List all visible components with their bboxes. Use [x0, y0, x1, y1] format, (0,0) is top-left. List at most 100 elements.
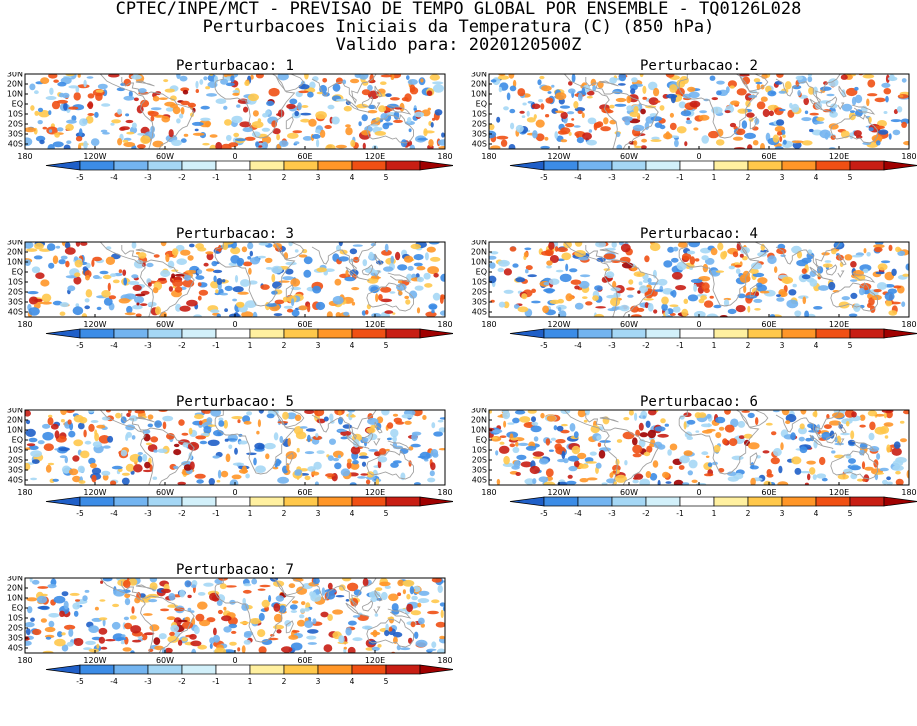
y-tick-label: 20N — [471, 248, 487, 257]
colorbar-tick-label: 5 — [848, 173, 853, 182]
colorbar-tick-label: 4 — [350, 173, 355, 182]
colorbar-tick-label: 2 — [282, 173, 287, 182]
y-tick-label: 10N — [7, 258, 23, 267]
x-tick-label: 60W — [156, 488, 174, 497]
colorbar-tick-label: 1 — [712, 173, 717, 182]
y-tick-label: EQ — [476, 100, 487, 109]
y-tick-label: 10S — [472, 110, 487, 119]
x-tick-label: 180 — [437, 488, 452, 497]
panel-title: Perturbacao: 1 — [175, 58, 294, 74]
x-tick-label: 60E — [297, 656, 312, 665]
y-tick-label: EQ — [476, 436, 487, 445]
y-tick-label: 10N — [7, 594, 23, 603]
y-tick-label: 10N — [7, 90, 23, 99]
colorbar-tick-label: -4 — [110, 677, 118, 686]
colorbar-tick-label: 1 — [248, 341, 253, 350]
y-tick-label: 40S — [8, 308, 23, 317]
colorbar-tick-label: 1 — [712, 509, 717, 518]
x-tick-label: 120E — [829, 488, 849, 497]
colorbar-tick-label: -2 — [642, 341, 650, 350]
perturbation-field — [489, 242, 909, 317]
colorbar-tick-label: 1 — [248, 173, 253, 182]
x-tick-label: 60E — [297, 488, 312, 497]
x-tick-label: 0 — [232, 656, 237, 665]
colorbar-tick-label: -1 — [212, 173, 220, 182]
x-tick-label: 120E — [365, 488, 385, 497]
colorbar-tick-label: 5 — [384, 341, 389, 350]
colorbar-tick-label: 4 — [350, 677, 355, 686]
colorbar-tick-label: -3 — [144, 677, 152, 686]
y-tick-label: 40S — [8, 644, 23, 653]
colorbar-tick-label: -3 — [144, 341, 152, 350]
subtitle: Perturbacoes Iniciais da Temperatura (C)… — [202, 17, 715, 37]
y-tick-label: 30N — [471, 240, 487, 247]
perturbation-field — [489, 74, 909, 149]
y-tick-label: 30S — [8, 466, 23, 475]
y-tick-label: 30S — [472, 130, 487, 139]
colorbar-tick-label: -1 — [676, 341, 684, 350]
y-tick-label: 40S — [8, 140, 23, 149]
colorbar-tick-label: 1 — [248, 509, 253, 518]
colorbar-tick-label: -1 — [676, 509, 684, 518]
x-tick-label: 120W — [547, 488, 570, 497]
perturbation-field — [25, 410, 445, 485]
y-tick-label: EQ — [12, 604, 23, 613]
x-tick-label: 120W — [547, 152, 570, 161]
ensemble-panel-7: Perturbacao: 7 30N 20N 10N EQ 10S 20S 30S 40S 180… — [0, 562, 453, 722]
colorbar-tick-label: 3 — [780, 341, 785, 350]
colorbar: -5 -4 -3 -2 -1 1 2 3 4 5 — [45, 664, 453, 686]
colorbar-tick-label: -4 — [110, 173, 118, 182]
y-tick-label: 10N — [7, 426, 23, 435]
colorbar-tick-label: -5 — [76, 341, 84, 350]
x-tick-label: 180 — [437, 152, 452, 161]
x-tick-label: 60W — [156, 152, 174, 161]
colorbar: -5 -4 -3 -2 -1 1 2 3 4 5 — [509, 328, 917, 350]
colorbar-tick-label: 5 — [848, 341, 853, 350]
y-tick-label: 20N — [471, 80, 487, 89]
colorbar-tick-label: 2 — [746, 173, 751, 182]
panel-title: Perturbacao: 6 — [639, 394, 758, 410]
x-tick-label: 120E — [829, 152, 849, 161]
y-tick-label: EQ — [476, 268, 487, 277]
colorbar-tick-label: 3 — [316, 509, 321, 518]
colorbar-tick-label: -1 — [212, 341, 220, 350]
colorbar-tick-label: 3 — [780, 509, 785, 518]
colorbar-tick-label: 5 — [384, 677, 389, 686]
valid-date: Valido para: 2020120500Z — [335, 35, 582, 55]
colorbar-tick-label: 4 — [814, 341, 819, 350]
colorbar-tick-label: 4 — [350, 509, 355, 518]
y-tick-label: 30S — [472, 298, 487, 307]
y-tick-label: 20N — [7, 416, 23, 425]
y-tick-label: 20S — [8, 624, 23, 633]
colorbar-tick-label: -5 — [76, 173, 84, 182]
colorbar-tick-label: -3 — [608, 341, 616, 350]
perturbation-field — [25, 578, 445, 653]
x-tick-label: 60W — [620, 488, 638, 497]
colorbar-tick-label: -5 — [540, 173, 548, 182]
y-tick-label: 40S — [472, 308, 487, 317]
colorbar: -5 -4 -3 -2 -1 1 2 3 4 5 — [45, 496, 453, 518]
y-tick-label: 20S — [8, 288, 23, 297]
colorbar: -5 -4 -3 -2 -1 1 2 3 4 5 — [509, 160, 917, 182]
y-tick-label: 30S — [8, 634, 23, 643]
perturbation-field — [25, 74, 445, 149]
x-tick-label: 0 — [696, 488, 701, 497]
x-tick-label: 0 — [696, 320, 701, 329]
colorbar: -5 -4 -3 -2 -1 1 2 3 4 5 — [45, 160, 453, 182]
y-tick-label: 30N — [471, 408, 487, 415]
ensemble-panel-2: Perturbacao: 2 30N 20N 10N EQ 10S 20S 30S 40S 180… — [464, 58, 917, 218]
y-tick-label: 10S — [8, 446, 23, 455]
y-tick-label: 10S — [8, 278, 23, 287]
y-tick-label: 20S — [8, 120, 23, 129]
ensemble-panel-5: Perturbacao: 5 30N 20N 10N EQ 10S 20S 30S 40S 180… — [0, 394, 453, 554]
x-tick-label: 180 — [437, 656, 452, 665]
x-tick-label: 0 — [696, 152, 701, 161]
y-tick-label: 10N — [471, 258, 487, 267]
x-tick-label: 180 — [901, 488, 916, 497]
x-tick-label: 180 — [901, 152, 916, 161]
y-tick-label: 10S — [8, 614, 23, 623]
y-tick-label: EQ — [12, 100, 23, 109]
